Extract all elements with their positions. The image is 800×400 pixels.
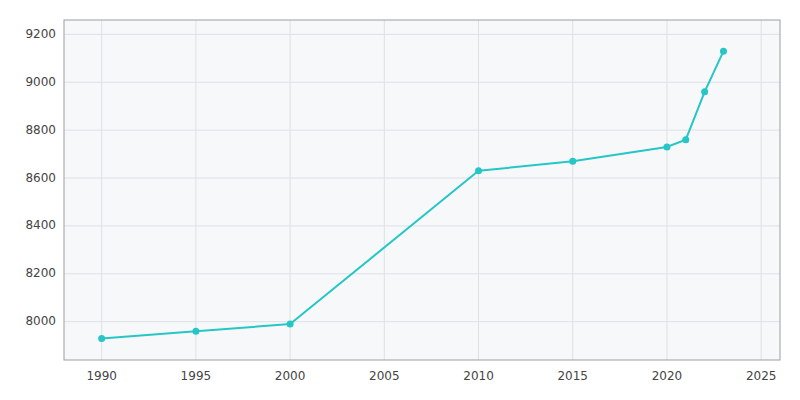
point [701,88,708,95]
x-tick-label: 2015 [557,369,588,383]
y-grid-line [64,225,780,226]
x-grid-line [572,20,573,360]
y-tick-label: 8000 [25,314,56,328]
y-grid-line [64,321,780,322]
y-grid-line [64,273,780,274]
x-grid-line [384,20,385,360]
x-tick-label: 2000 [275,369,306,383]
y-tick-label: 9200 [25,27,56,41]
grid [64,20,780,360]
y-grid-line [64,82,780,83]
x-grid-line [478,20,479,360]
point [720,48,727,55]
x-tick-label: 2005 [369,369,400,383]
x-tick-label: 1995 [181,369,212,383]
y-grid-line [64,178,780,179]
x-tick-label: 1990 [86,369,117,383]
x-tick-label: 2025 [746,369,777,383]
y-tick-label: 8400 [25,218,56,232]
point [682,136,689,143]
plot-frame [64,20,780,360]
chart: 8000 8200 8400 8600 8800 9000 9200 1990 1995 2000… [0,0,800,400]
axes: 8000 8200 8400 8600 8800 9000 9200 1990 1995 2000… [25,20,780,383]
y-tick-label: 8600 [25,171,56,185]
x-tick-label: 2020 [652,369,683,383]
x-grid-line [195,20,196,360]
point [663,143,670,150]
y-tick-label: 8800 [25,123,56,137]
chart-container: 8000 8200 8400 8600 8800 9000 9200 1990 1995 2000… [0,0,800,400]
x-grid-line [761,20,762,360]
plot-area [64,20,780,360]
x-grid-line [666,20,667,360]
x-grid-line [101,20,102,360]
y-tick-label: 9000 [25,75,56,89]
point [287,321,294,328]
y-grid-line [64,130,780,131]
point [475,167,482,174]
series [98,48,727,342]
y-grid-line [64,34,780,35]
x-tick-label: 2010 [463,369,494,383]
point [569,158,576,165]
point [98,335,105,342]
y-tick-label: 8200 [25,266,56,280]
x-grid-line [290,20,291,360]
point [192,328,199,335]
line [102,51,724,338]
